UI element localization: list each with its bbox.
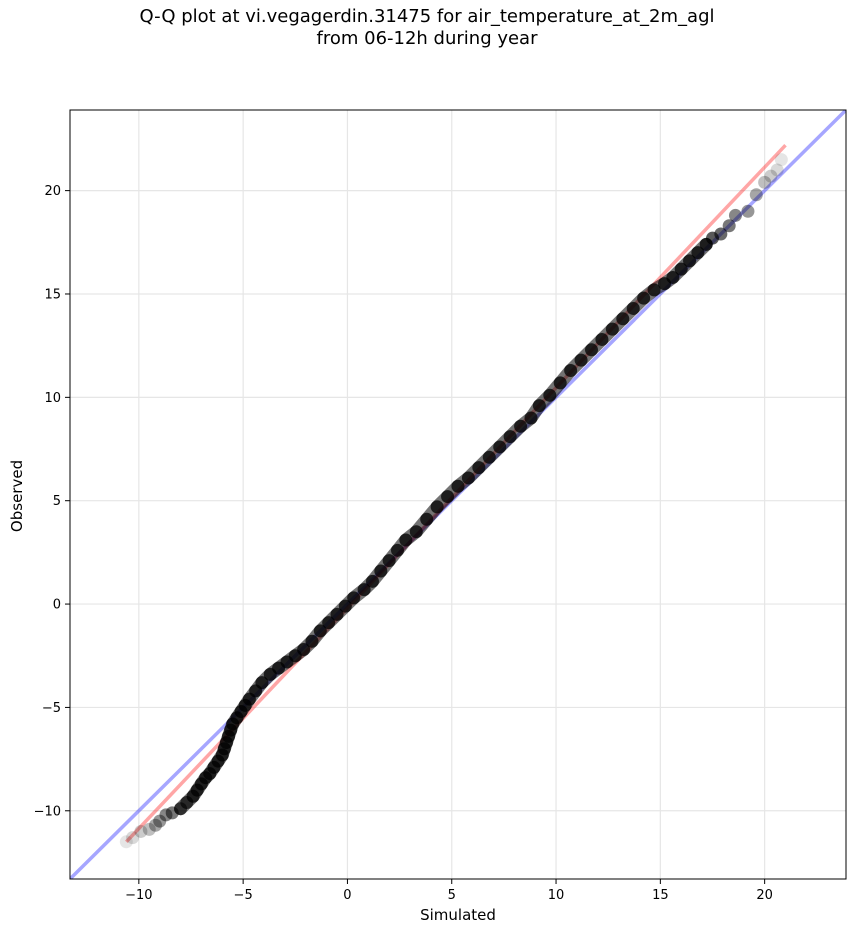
- quantile-point: [119, 835, 133, 849]
- y-tick-label: 10: [44, 391, 61, 406]
- y-tick-label: −5: [42, 701, 61, 716]
- y-tick-label: 15: [44, 287, 61, 302]
- quantile-point: [741, 204, 755, 218]
- quantile-point: [770, 163, 784, 177]
- chart-title: Q-Q plot at vi.vegagerdin.31475 for air_…: [139, 6, 715, 27]
- quantile-point: [134, 824, 148, 838]
- x-tick-label: 0: [343, 888, 351, 903]
- axis-ticks: −10 −5 0 5 10 15 20 −10 −5 0 5 10 15 20: [34, 184, 773, 903]
- quantile-point: [758, 175, 772, 189]
- x-tick-label: −5: [234, 888, 253, 903]
- quantile-band: [174, 237, 713, 816]
- y-tick-label: −10: [34, 804, 61, 819]
- quantile-point: [774, 153, 788, 167]
- quantile-point: [153, 814, 167, 828]
- x-axis-label: Simulated: [420, 906, 496, 924]
- data-layer: [70, 110, 846, 879]
- grid: [70, 110, 846, 879]
- quantile-point: [142, 822, 156, 836]
- quantile-point: [749, 188, 763, 202]
- y-tick-label: 0: [53, 598, 61, 613]
- y-tick-label: 20: [44, 184, 61, 199]
- chart-title-block: Q-Q plot at vi.vegagerdin.31475 for air_…: [0, 6, 854, 50]
- quantile-point: [126, 831, 140, 845]
- quantile-point: [722, 219, 736, 233]
- x-tick-label: 10: [548, 888, 565, 903]
- y-axis-label: Observed: [8, 460, 26, 532]
- y-tick-label: 5: [53, 494, 61, 509]
- x-tick-label: 15: [652, 888, 669, 903]
- quantile-point: [714, 227, 728, 241]
- x-tick-label: −10: [125, 888, 152, 903]
- plot-frame: [69, 109, 847, 880]
- quantile-point: [764, 169, 778, 183]
- chart-subtitle: from 06-12h during year: [316, 28, 538, 49]
- x-tick-label: 5: [448, 888, 456, 903]
- x-tick-label: 20: [756, 888, 773, 903]
- quantile-point: [728, 208, 742, 222]
- quantile-point: [149, 818, 163, 832]
